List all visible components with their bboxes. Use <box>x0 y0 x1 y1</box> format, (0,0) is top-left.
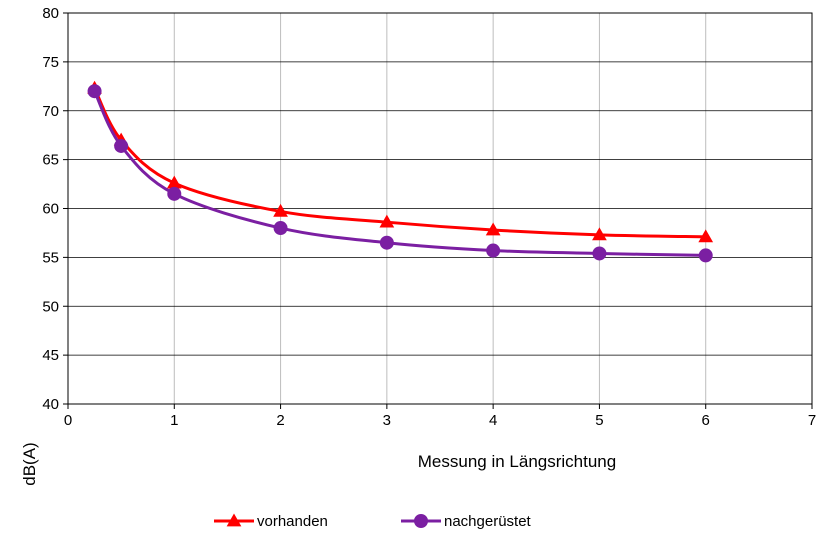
x-tick-label: 5 <box>595 412 603 429</box>
y-axis-title: dB(A) <box>20 442 39 485</box>
data-point <box>87 84 102 99</box>
x-tick-label: 0 <box>64 412 72 429</box>
x-tick-label: 4 <box>489 412 497 429</box>
y-tick-label: 50 <box>42 298 59 315</box>
data-point <box>698 229 714 243</box>
series-line <box>93 90 706 257</box>
legend-marker <box>226 513 242 527</box>
x-tick-label: 6 <box>702 412 710 429</box>
x-tick-label: 2 <box>276 412 284 429</box>
x-tick-label: 3 <box>383 412 391 429</box>
legend-item: nachgerüstet <box>401 513 532 530</box>
data-point <box>592 246 607 261</box>
legend: vorhanden nachgerüstet <box>214 513 532 530</box>
x-tick-label: 1 <box>170 412 178 429</box>
series-group <box>87 80 714 263</box>
y-axis-ticks: 40 45 50 55 60 65 70 75 80 <box>42 5 68 413</box>
grid <box>68 13 812 404</box>
legend-marker <box>414 514 428 528</box>
data-point <box>486 243 501 258</box>
series-1 <box>87 84 713 263</box>
data-point <box>379 235 394 250</box>
y-tick-label: 65 <box>42 152 59 169</box>
x-axis-title: Messung in Längsrichtung <box>418 452 616 471</box>
legend-label: nachgerüstet <box>444 513 532 530</box>
y-tick-label: 75 <box>42 54 59 71</box>
data-point <box>379 214 395 228</box>
data-point <box>592 227 607 241</box>
legend-label: vorhanden <box>257 513 328 530</box>
x-tick-label: 7 <box>808 412 816 429</box>
y-tick-label: 60 <box>42 201 59 218</box>
y-tick-label: 80 <box>42 5 59 22</box>
y-tick-label: 40 <box>42 396 59 413</box>
series-0 <box>87 80 714 243</box>
x-axis-ticks: 0 1 2 3 4 5 6 7 <box>64 404 816 429</box>
data-point <box>698 248 713 263</box>
y-tick-label: 70 <box>42 103 59 120</box>
data-point <box>273 203 288 217</box>
data-point <box>485 222 501 236</box>
y-tick-label: 45 <box>42 347 59 364</box>
legend-item: vorhanden <box>214 513 328 530</box>
y-tick-label: 55 <box>42 249 59 266</box>
data-point <box>167 186 182 201</box>
data-point <box>273 221 288 236</box>
data-point <box>114 138 129 153</box>
